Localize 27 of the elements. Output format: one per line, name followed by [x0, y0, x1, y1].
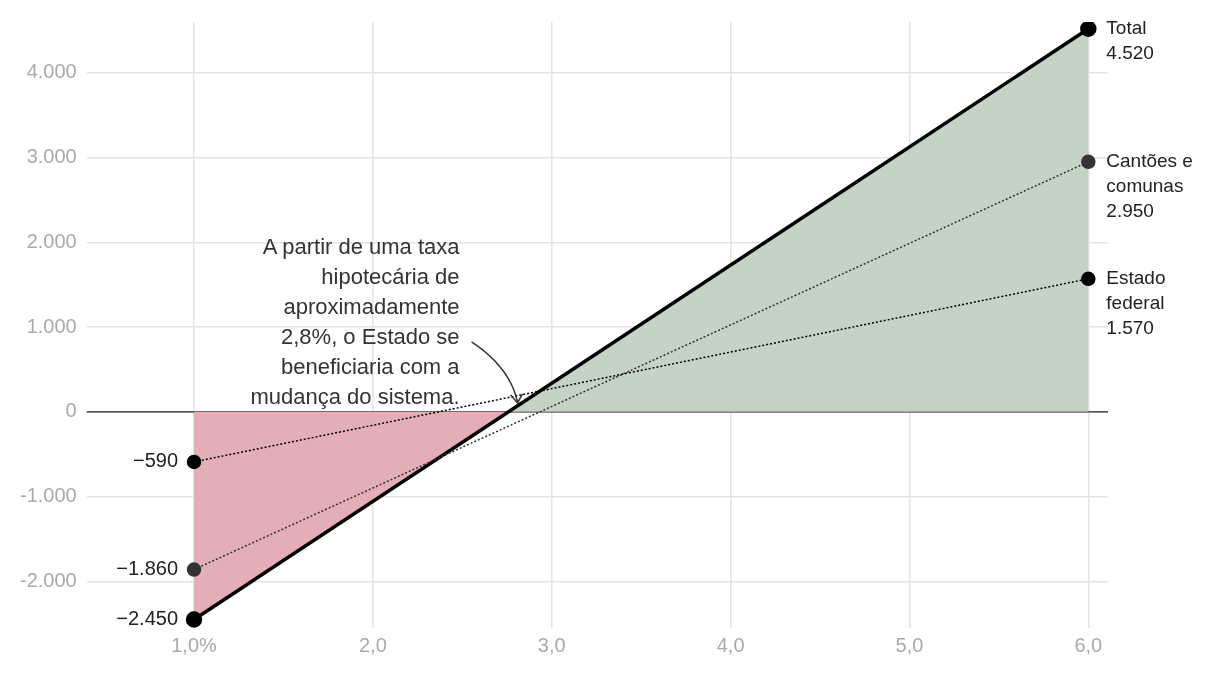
y-tick-label: 2.000: [26, 229, 77, 252]
series-label: Estado federal: [1106, 267, 1166, 314]
y-tick-label: -1.000: [19, 484, 77, 507]
data-label: 1.570: [1106, 317, 1154, 339]
y-tick-label: 1.000: [26, 314, 77, 337]
data-label: 2.950: [1106, 200, 1154, 222]
series-label: Cantões e comunas: [1106, 150, 1193, 197]
data-label: −2.450: [116, 607, 179, 630]
y-tick-label: -2.000: [19, 568, 77, 591]
y-tick-label: 3.000: [26, 145, 77, 168]
x-tick-label: 4,0: [716, 633, 745, 656]
series-label: Total: [1106, 17, 1147, 39]
point: [1081, 154, 1096, 170]
annotation: A partir de uma taxa hipotecária de aproximadamente 2,8%, o Estado se beneficiaria com a mudança do sistema.: [250, 233, 461, 409]
data-label: −590: [132, 449, 179, 472]
point: [186, 562, 202, 577]
x-tick-label: 3,0: [537, 633, 566, 656]
point: [186, 454, 202, 470]
x-tick-label: 2,0: [358, 633, 387, 656]
x-tick-label: 6,0: [1074, 633, 1103, 656]
point: [1081, 271, 1096, 287]
y-tick-label: 4.000: [26, 60, 77, 83]
data-label: −1.860: [116, 557, 179, 580]
x-tick-label: 5,0: [895, 633, 924, 656]
x-tick-label: 1,0%: [171, 633, 218, 656]
y-tick-label: 0: [65, 399, 77, 422]
data-label: 4.520: [1106, 42, 1154, 64]
